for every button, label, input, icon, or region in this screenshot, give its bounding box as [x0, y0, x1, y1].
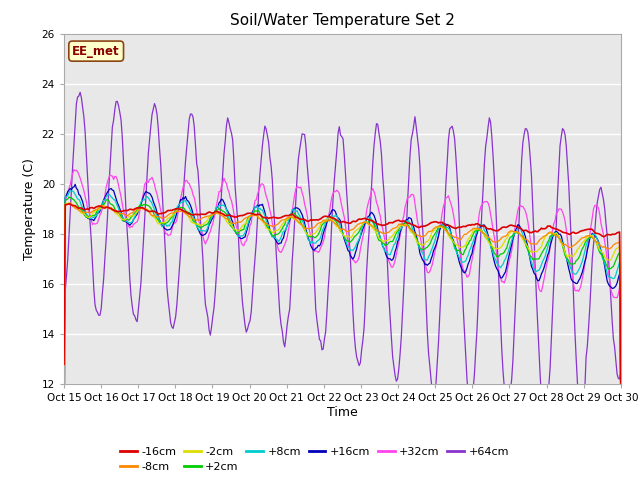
Y-axis label: Temperature (C): Temperature (C) — [23, 158, 36, 260]
X-axis label: Time: Time — [327, 406, 358, 419]
Text: EE_met: EE_met — [72, 45, 120, 58]
Legend: -16cm, -8cm, -2cm, +2cm, +8cm, +16cm, +32cm, +64cm: -16cm, -8cm, -2cm, +2cm, +8cm, +16cm, +3… — [116, 442, 513, 477]
Title: Soil/Water Temperature Set 2: Soil/Water Temperature Set 2 — [230, 13, 455, 28]
